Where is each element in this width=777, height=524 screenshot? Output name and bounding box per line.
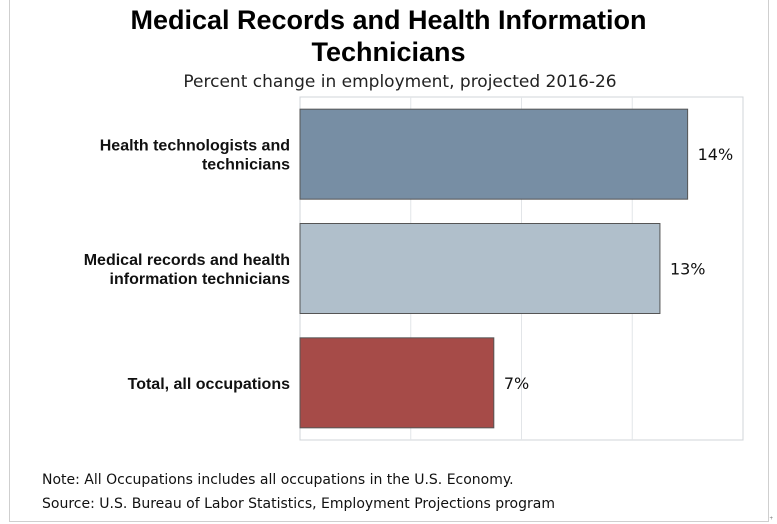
chart-subtitle: Percent change in employment, projected … <box>183 72 617 92</box>
chart-source: Source: U.S. Bureau of Labor Statistics,… <box>42 496 555 512</box>
category-label: technicians <box>202 157 290 174</box>
data-label: 13% <box>670 260 706 279</box>
bar <box>299 223 661 314</box>
chart-note: Note: All Occupations includes all occup… <box>42 472 514 488</box>
category-label: information technicians <box>110 271 291 288</box>
category-label: Total, all occupations <box>128 376 290 393</box>
category-label: Health technologists and <box>100 138 290 155</box>
chart-frame <box>9 0 769 522</box>
bar <box>299 337 495 429</box>
category-label: Medical records and health <box>84 252 290 269</box>
data-label: 14% <box>698 145 734 164</box>
chart-title: Medical Records and Health Information Te… <box>0 4 777 68</box>
bar <box>299 108 689 200</box>
corner-mark: + <box>769 516 773 522</box>
data-label: 7% <box>504 374 529 393</box>
chart-title-line: Medical Records and Health Information <box>130 5 647 35</box>
chart-title-line: Technicians <box>311 37 466 67</box>
